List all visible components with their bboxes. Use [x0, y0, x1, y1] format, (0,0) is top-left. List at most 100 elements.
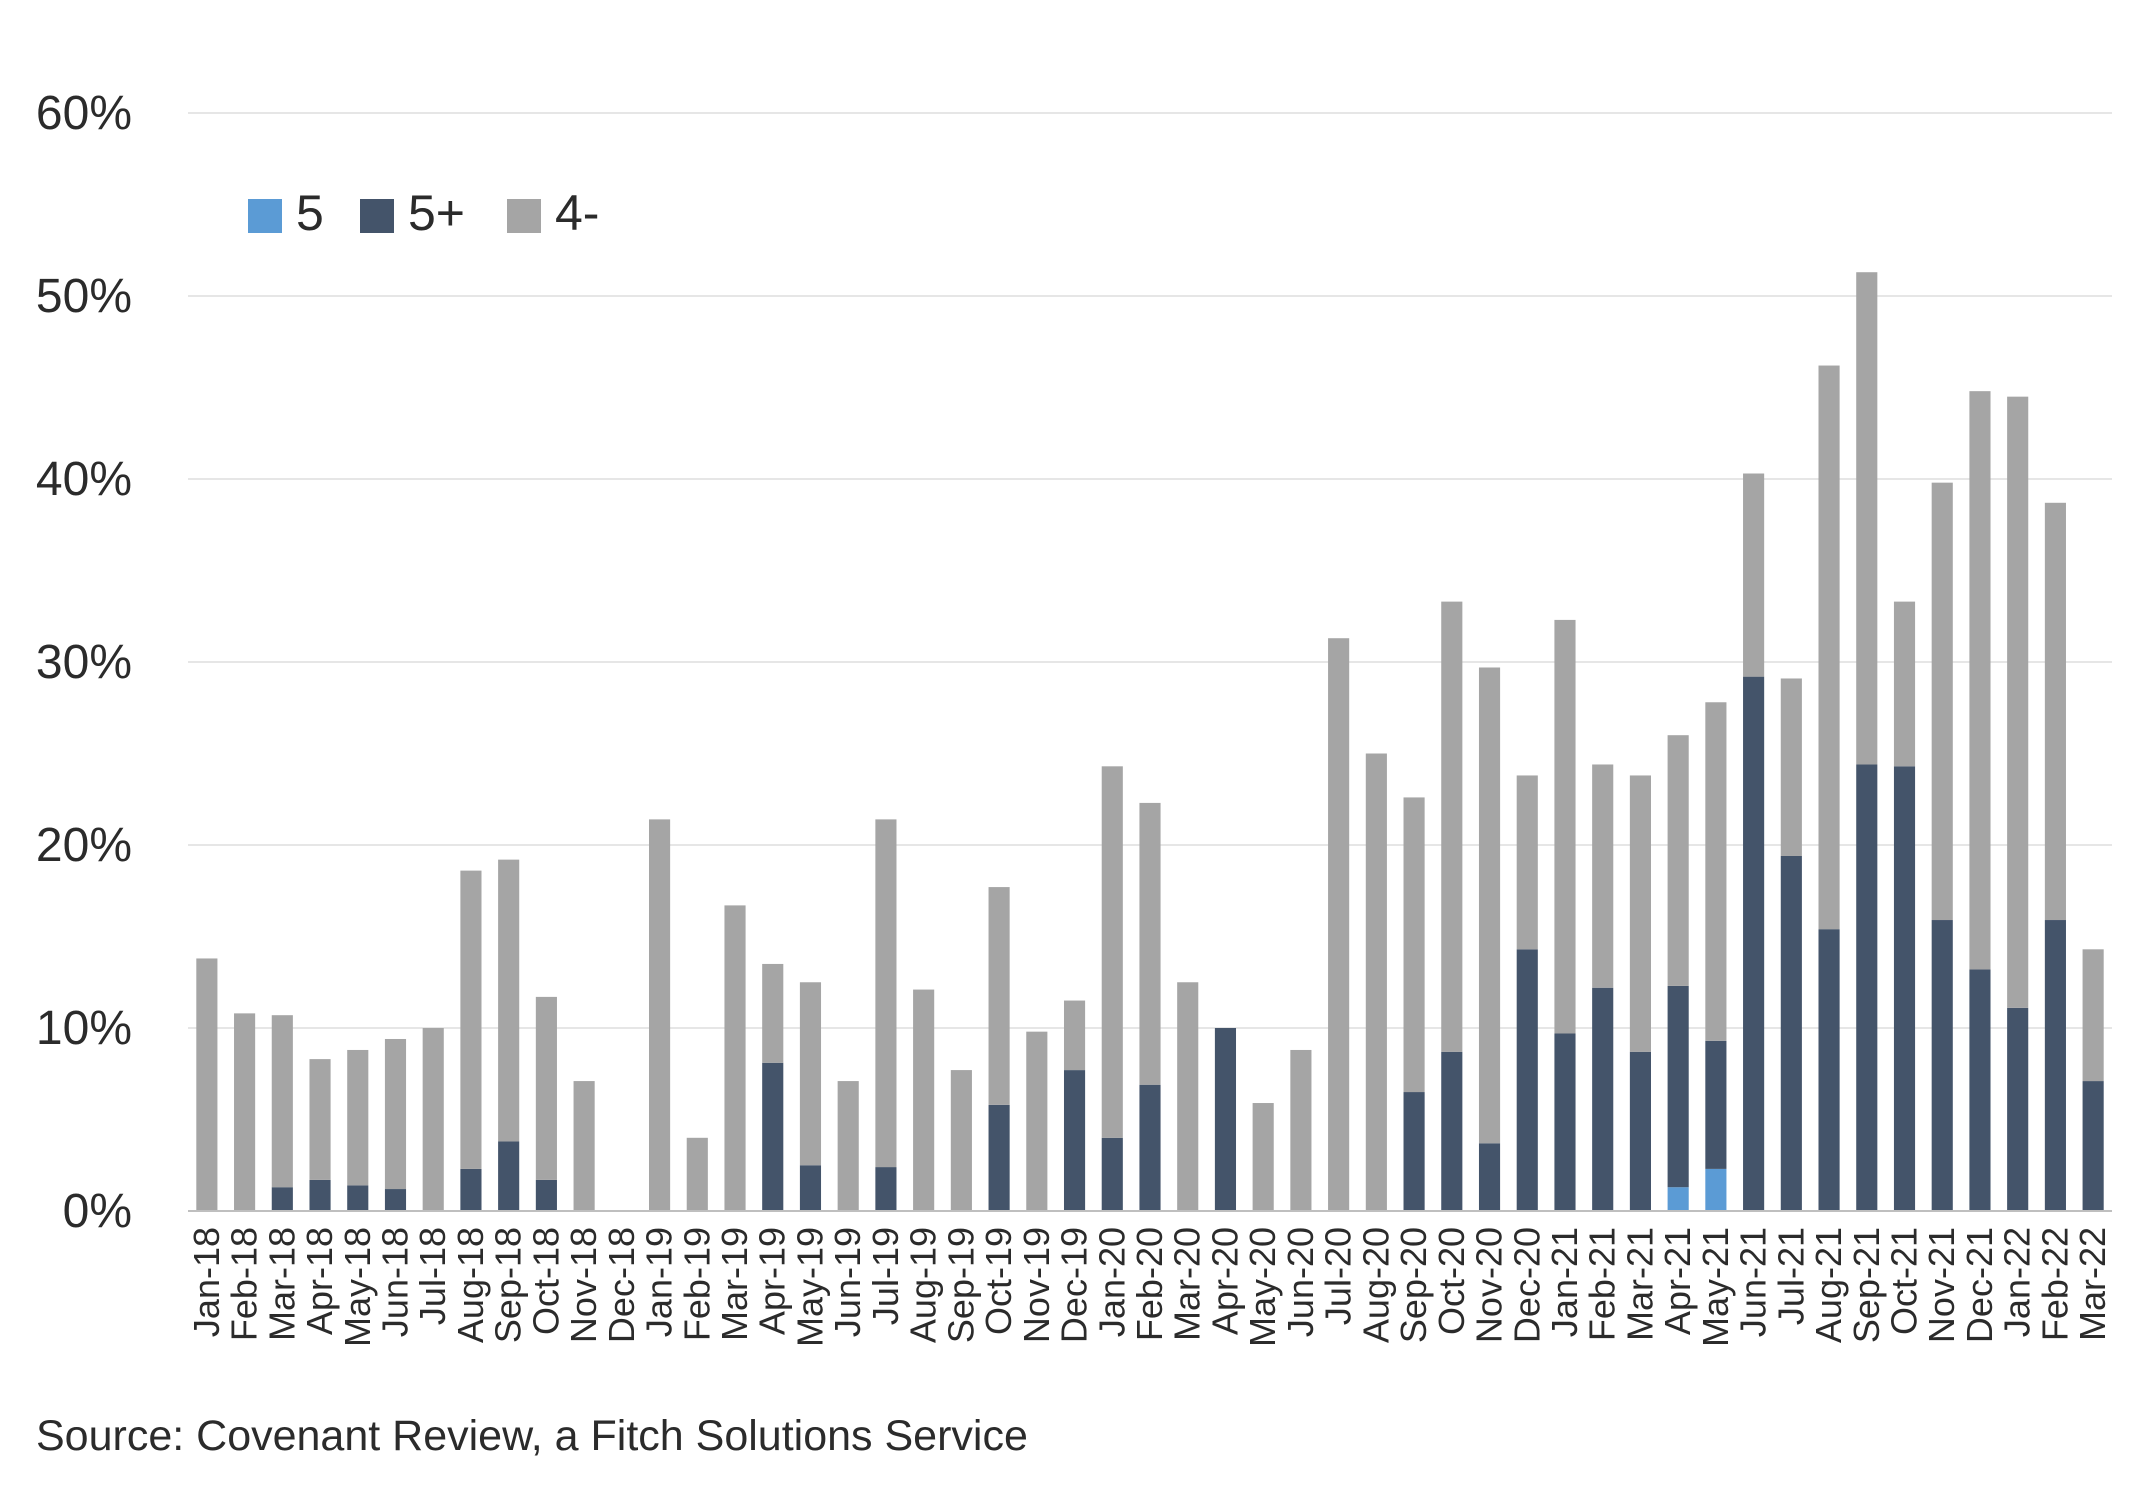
x-tick-label: Mar-22: [2072, 1227, 2113, 1341]
legend-label: 5+: [408, 185, 465, 241]
x-tick-label: Feb-21: [1582, 1227, 1623, 1341]
x-tick-label: May-19: [789, 1227, 830, 1347]
legend-swatch-5: [248, 199, 282, 233]
x-tick-label: Jan-21: [1544, 1227, 1585, 1337]
bar-segment-5+: [1856, 764, 1878, 1211]
bar-segment-4-: [1629, 775, 1651, 1052]
bar-segment-5+: [1063, 1070, 1086, 1211]
bar-segment-4-: [422, 1028, 444, 1211]
bar-segment-5: [1705, 1168, 1727, 1211]
x-tick-label: Dec-20: [1506, 1227, 1547, 1343]
bar-segment-4-: [1667, 735, 1689, 986]
bar-segment-5+: [762, 1062, 784, 1211]
bar-segment-5+: [1629, 1051, 1651, 1211]
x-tick-label: Apr-21: [1657, 1227, 1698, 1335]
source-note: Source: Covenant Review, a Fitch Solutio…: [36, 1412, 1028, 1460]
bar-segment-5+: [1554, 1033, 1576, 1211]
bar-segment-4-: [1328, 638, 1350, 1211]
x-tick-label: Mar-20: [1167, 1227, 1208, 1341]
x-tick-label: Nov-19: [1016, 1227, 1057, 1343]
bar-segment-4-: [913, 989, 935, 1211]
bar-segment-5+: [384, 1189, 407, 1211]
y-tick-label: 30%: [36, 636, 132, 689]
x-tick-label: Mar-19: [714, 1227, 755, 1341]
y-tick-label: 40%: [36, 453, 132, 506]
bar-segment-4-: [1554, 619, 1576, 1034]
bar-segment-4-: [1780, 678, 1802, 856]
bar-segment-5+: [1516, 949, 1538, 1211]
bar-segment-4-: [1026, 1031, 1048, 1211]
x-tick-label: Jul-21: [1770, 1227, 1811, 1325]
x-tick-label: Jul-18: [412, 1227, 453, 1325]
bar-segment-5+: [1403, 1092, 1425, 1211]
x-tick-label: Oct-20: [1431, 1227, 1472, 1335]
bar-segment-4-: [1969, 391, 1991, 970]
x-axis-tick-labels: Jan-18Feb-18Mar-18Apr-18May-18Jun-18Jul-…: [186, 1227, 2113, 1347]
bar-segment-5+: [1592, 987, 1614, 1211]
bar-segment-5+: [1139, 1084, 1161, 1211]
x-tick-label: Aug-20: [1355, 1227, 1396, 1343]
bar-segment-5+: [799, 1165, 822, 1211]
x-tick-label: Sep-20: [1393, 1227, 1434, 1343]
bar-segment-5+: [1101, 1137, 1123, 1211]
x-tick-label: May-21: [1695, 1227, 1736, 1347]
x-tick-label: Feb-19: [676, 1227, 717, 1341]
x-tick-label: Sep-21: [1846, 1227, 1887, 1343]
x-tick-label: Aug-21: [1808, 1227, 1849, 1343]
bar-segment-4-: [498, 859, 520, 1142]
y-tick-label: 10%: [36, 1002, 132, 1055]
bar-segment-4-: [1290, 1049, 1312, 1211]
bar-segment-5+: [875, 1167, 897, 1211]
bar-segment-5+: [1478, 1143, 1501, 1211]
x-tick-label: Mar-21: [1619, 1227, 1660, 1341]
x-tick-label: Sep-19: [940, 1227, 981, 1343]
bar-segment-4-: [1893, 601, 1916, 767]
bar-segment-4-: [271, 1015, 293, 1188]
x-tick-label: Dec-19: [1054, 1227, 1095, 1343]
bar-segment-5+: [1743, 676, 1765, 1211]
bar-segment-4-: [384, 1038, 407, 1190]
bar-segment-4-: [1252, 1103, 1274, 1211]
bar-segment-4-: [1177, 982, 1199, 1211]
bar-segment-4-: [1516, 775, 1538, 950]
bar-segment-5+: [535, 1179, 557, 1211]
bar-segment-4-: [1743, 473, 1765, 677]
bar-segment-5+: [1667, 985, 1689, 1188]
bar-segment-4-: [347, 1049, 369, 1186]
y-tick-label: 60%: [36, 87, 132, 140]
x-tick-label: Jan-22: [1997, 1227, 2038, 1337]
bar-segment-5+: [2007, 1007, 2029, 1211]
x-tick-label: Feb-20: [1129, 1227, 1170, 1341]
bar-segment-4-: [875, 819, 897, 1168]
x-tick-label: May-18: [337, 1227, 378, 1347]
x-tick-label: Jan-20: [1091, 1227, 1132, 1337]
y-tick-label: 0%: [63, 1185, 132, 1238]
bar-segment-4-: [686, 1137, 708, 1211]
x-tick-label: Apr-20: [1204, 1227, 1245, 1335]
y-tick-label: 50%: [36, 270, 132, 323]
bar-segment-4-: [2007, 396, 2029, 1008]
legend-swatch-5+: [360, 199, 394, 233]
x-tick-label: Jun-20: [1280, 1227, 1321, 1337]
bar-segment-5+: [1214, 1028, 1237, 1211]
bar-segment-5+: [1705, 1040, 1727, 1169]
bar-segment-5+: [309, 1179, 331, 1211]
bar-segment-4-: [573, 1081, 595, 1211]
bar-segment-5+: [271, 1187, 293, 1211]
bar-segment-4-: [2082, 949, 2104, 1082]
bar-segment-4-: [649, 819, 671, 1211]
bar-segment-4-: [2044, 502, 2066, 921]
bar-segment-4-: [535, 996, 557, 1180]
legend-label: 4-: [555, 185, 599, 241]
legend-swatch-4-: [507, 199, 541, 233]
bar-segment-4-: [1931, 482, 1953, 921]
bar-segment-4-: [1139, 802, 1161, 1085]
x-tick-label: Jul-20: [1318, 1227, 1359, 1325]
bar-segment-4-: [724, 905, 746, 1211]
bar-segment-5+: [2044, 920, 2066, 1211]
bar-segment-5+: [498, 1141, 520, 1211]
y-tick-label: 20%: [36, 819, 132, 872]
x-tick-label: Jun-18: [374, 1227, 415, 1337]
x-tick-label: Apr-19: [752, 1227, 793, 1335]
